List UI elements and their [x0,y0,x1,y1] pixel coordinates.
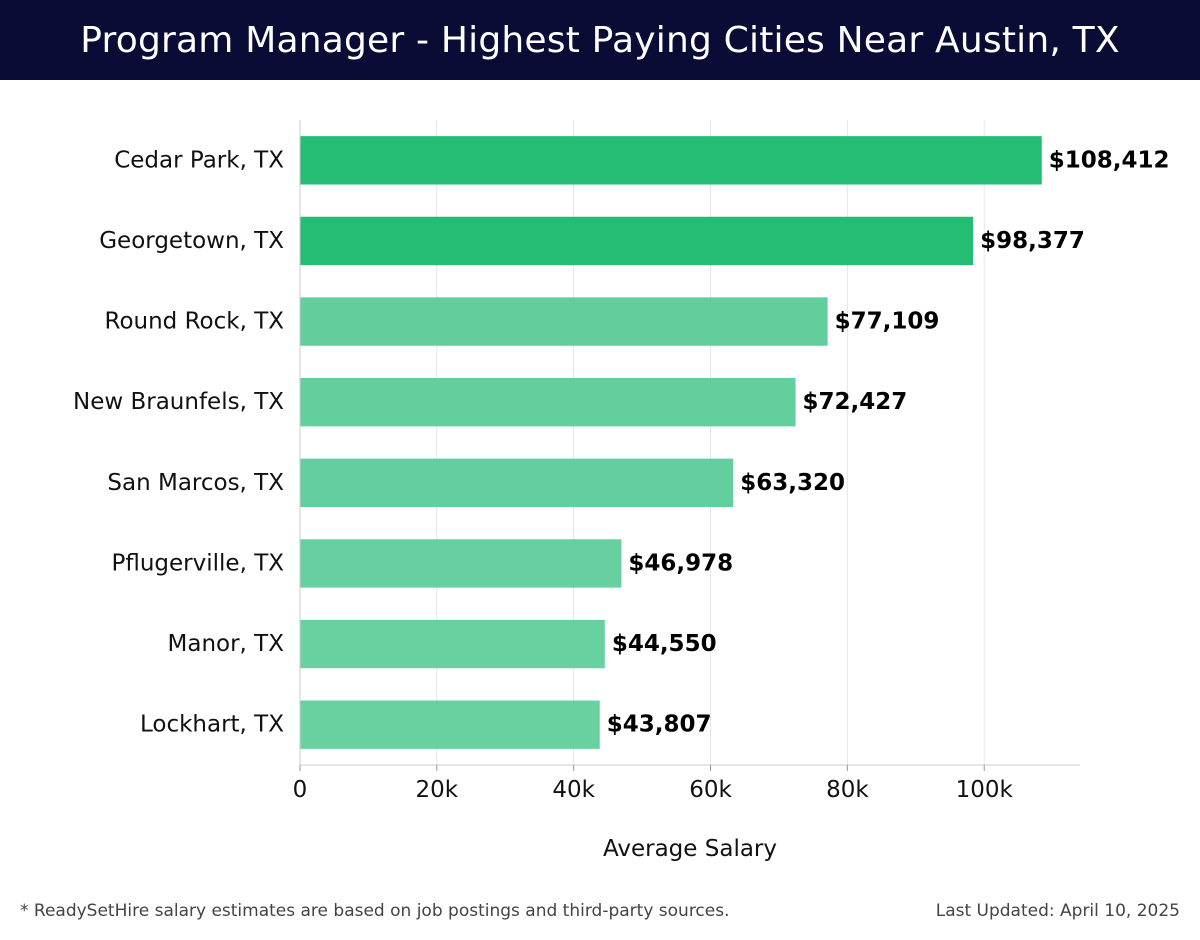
x-tick-label: 100k [956,777,1014,803]
y-tick-labels: Cedar Park, TX Georgetown, TX Round Rock, … [73,147,284,737]
footer-note: * ReadySetHire salary estimates are base… [20,901,730,921]
value-label: $108,412 [1049,147,1170,173]
value-label: $43,807 [607,712,712,738]
category-label: San Marcos, TX [107,470,284,496]
x-tick-label: 80k [826,777,869,803]
value-label: $98,377 [980,228,1085,254]
bar [300,619,605,669]
last-updated: Last Updated: April 10, 2025 [935,901,1180,921]
bar-chart: Cedar Park, TX Georgetown, TX Round Rock, … [73,120,1170,862]
bar [300,136,1042,185]
category-label: Cedar Park, TX [114,147,284,173]
x-tick-label: 40k [552,777,595,803]
bar [300,297,828,346]
x-axis-title: Average Salary [603,836,777,862]
chart-title: Program Manager - Highest Paying Cities … [80,19,1120,61]
category-label: Pflugerville, TX [112,550,285,576]
value-labels: $108,412 $98,377 $77,109 $72,427 $63,320 $46,… [607,147,1170,737]
bar [300,378,796,427]
bar [300,700,600,749]
value-label: $44,550 [612,631,717,657]
category-label: New Braunfels, TX [73,389,284,415]
axes [299,120,1080,771]
x-tick-label: 60k [689,777,732,803]
category-label: Lockhart, TX [140,712,284,738]
value-label: $72,427 [803,389,908,415]
x-tick-label: 20k [416,777,459,803]
value-label: $63,320 [740,470,845,496]
value-label: $46,978 [628,550,733,576]
value-label: $77,109 [835,309,940,335]
x-tick-label: 0 [293,777,308,803]
bar [300,216,974,266]
category-label: Georgetown, TX [99,228,284,254]
x-tick-labels: 0 20k 40k 60k 80k 100k [293,777,1014,803]
bar [300,458,734,507]
category-label: Round Rock, TX [105,309,285,335]
category-label: Manor, TX [168,631,285,657]
bars [300,136,1042,749]
bar [300,539,622,588]
header-bar: Program Manager - Highest Paying Cities … [0,0,1200,80]
